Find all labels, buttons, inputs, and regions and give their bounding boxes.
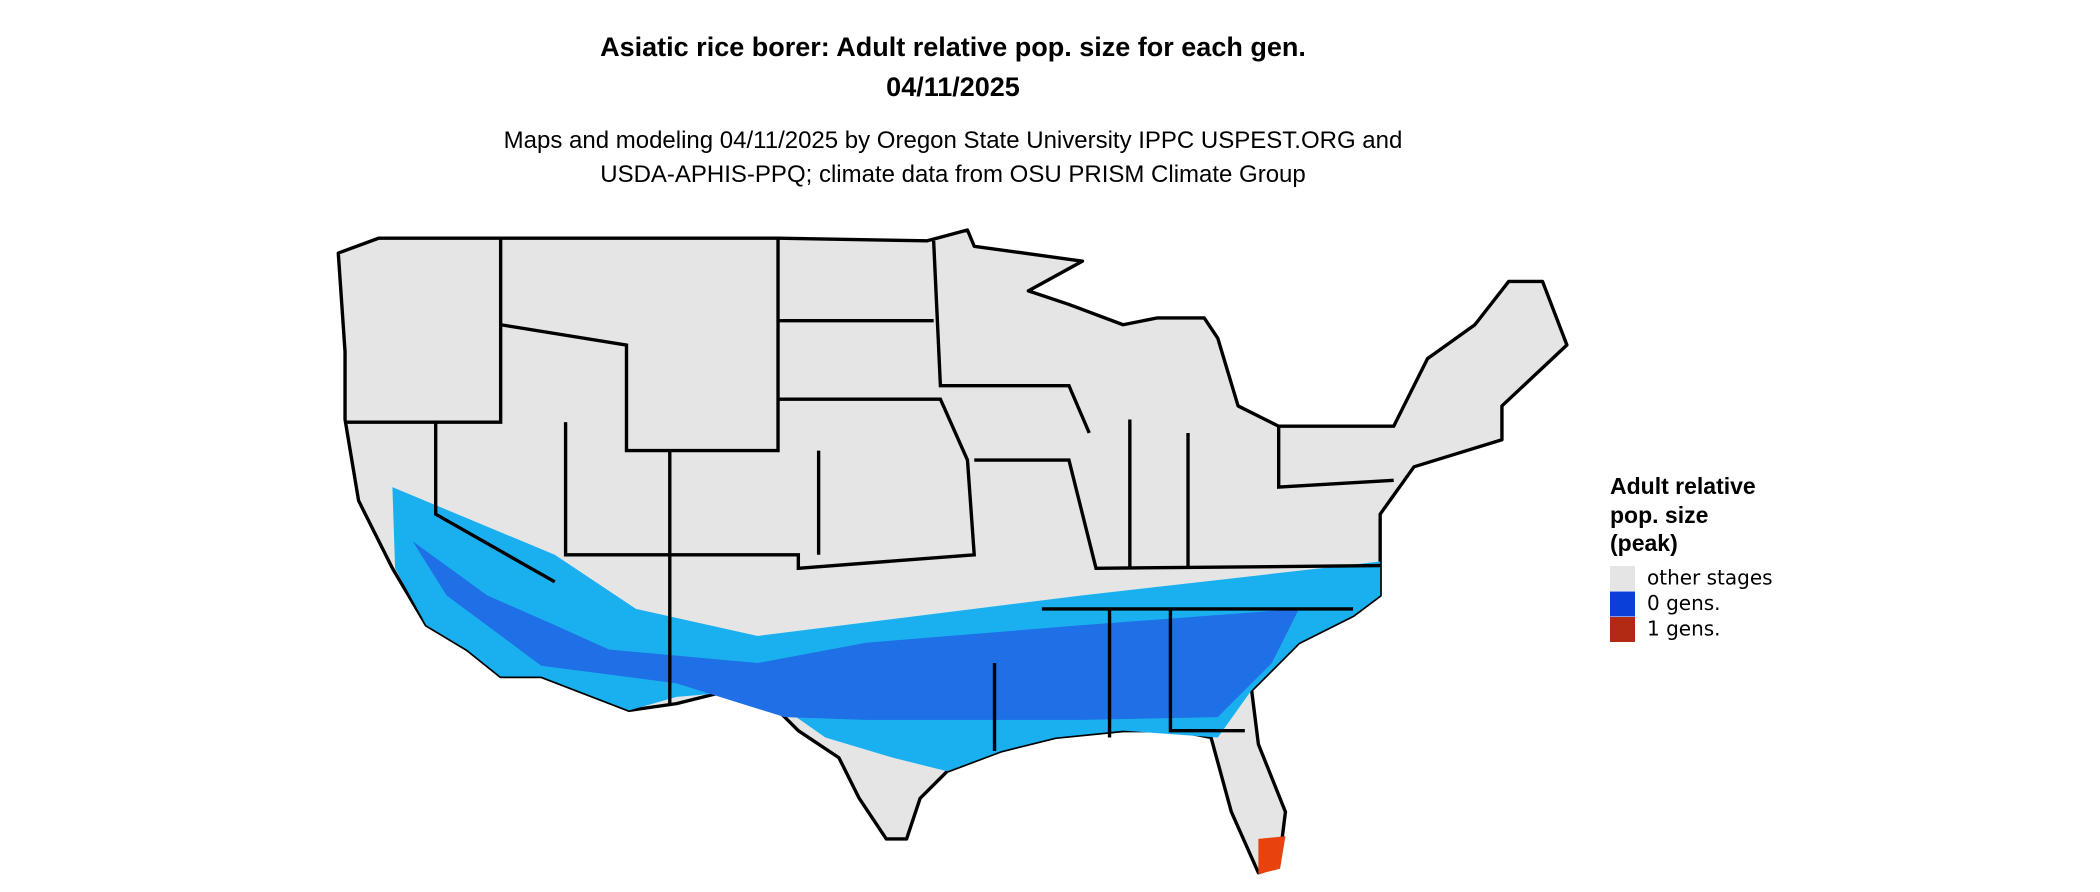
blue-region	[412, 541, 1299, 720]
legend-swatch	[1610, 591, 1635, 617]
legend-title: pop. size	[1610, 502, 1708, 528]
map	[336, 228, 1569, 875]
legend-label: other stages	[1647, 566, 1773, 590]
legend-swatch	[1610, 566, 1635, 591]
us-outline	[336, 228, 1569, 875]
legend-swatch	[1610, 617, 1635, 642]
state-borders	[345, 238, 1394, 751]
subtitle: Maps and modeling 04/11/2025 by Oregon S…	[504, 127, 1403, 154]
legend-title: Adult relative	[1610, 473, 1756, 499]
red-region	[1258, 836, 1286, 875]
legend-label: 0 gens.	[1647, 591, 1721, 615]
legend-title: (peak)	[1610, 530, 1678, 556]
title: Asiatic rice borer: Adult relative pop. …	[600, 32, 1306, 62]
legend-label: 1 gens.	[1647, 617, 1721, 641]
subtitle: USDA-APHIS-PPQ; climate data from OSU PR…	[600, 161, 1306, 188]
title-date: 04/11/2025	[886, 72, 1020, 102]
